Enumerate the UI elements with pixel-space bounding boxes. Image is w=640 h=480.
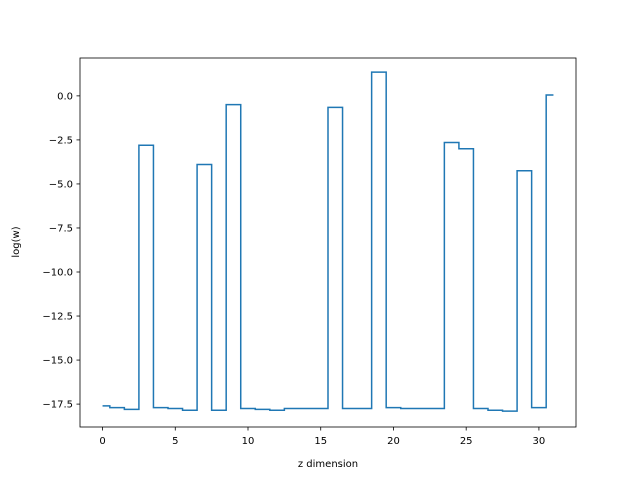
y-tick-label: −17.5 bbox=[42, 400, 73, 411]
y-tick-label: −10.0 bbox=[42, 268, 73, 279]
axes-frame bbox=[79, 57, 577, 428]
x-tick-label: 20 bbox=[387, 436, 400, 447]
y-tick-label: −15.0 bbox=[42, 356, 73, 367]
plot-area bbox=[102, 71, 554, 412]
y-tick-label: −12.5 bbox=[42, 312, 73, 323]
y-axis: 0.0 −2.5 −5.0 −7.5 −10.0 −12.5 −15.0 −17.5 bbox=[42, 91, 80, 411]
x-axis: 0 5 10 15 20 25 30 bbox=[99, 427, 545, 447]
x-tick-label: 10 bbox=[242, 436, 255, 447]
y-tick-label: 0.0 bbox=[57, 91, 73, 102]
x-axis-label: z dimension bbox=[298, 459, 358, 470]
x-tick-label: 25 bbox=[460, 436, 473, 447]
y-tick-label: −7.5 bbox=[49, 223, 73, 234]
y-tick-label: −5.0 bbox=[49, 179, 73, 190]
x-tick-label: 0 bbox=[99, 436, 105, 447]
x-tick-label: 30 bbox=[533, 436, 546, 447]
series-line bbox=[102, 71, 554, 412]
y-axis-label: log(w) bbox=[11, 226, 22, 257]
x-tick-label: 5 bbox=[172, 436, 178, 447]
x-tick-label: 15 bbox=[314, 436, 327, 447]
y-tick-label: −2.5 bbox=[49, 135, 73, 146]
